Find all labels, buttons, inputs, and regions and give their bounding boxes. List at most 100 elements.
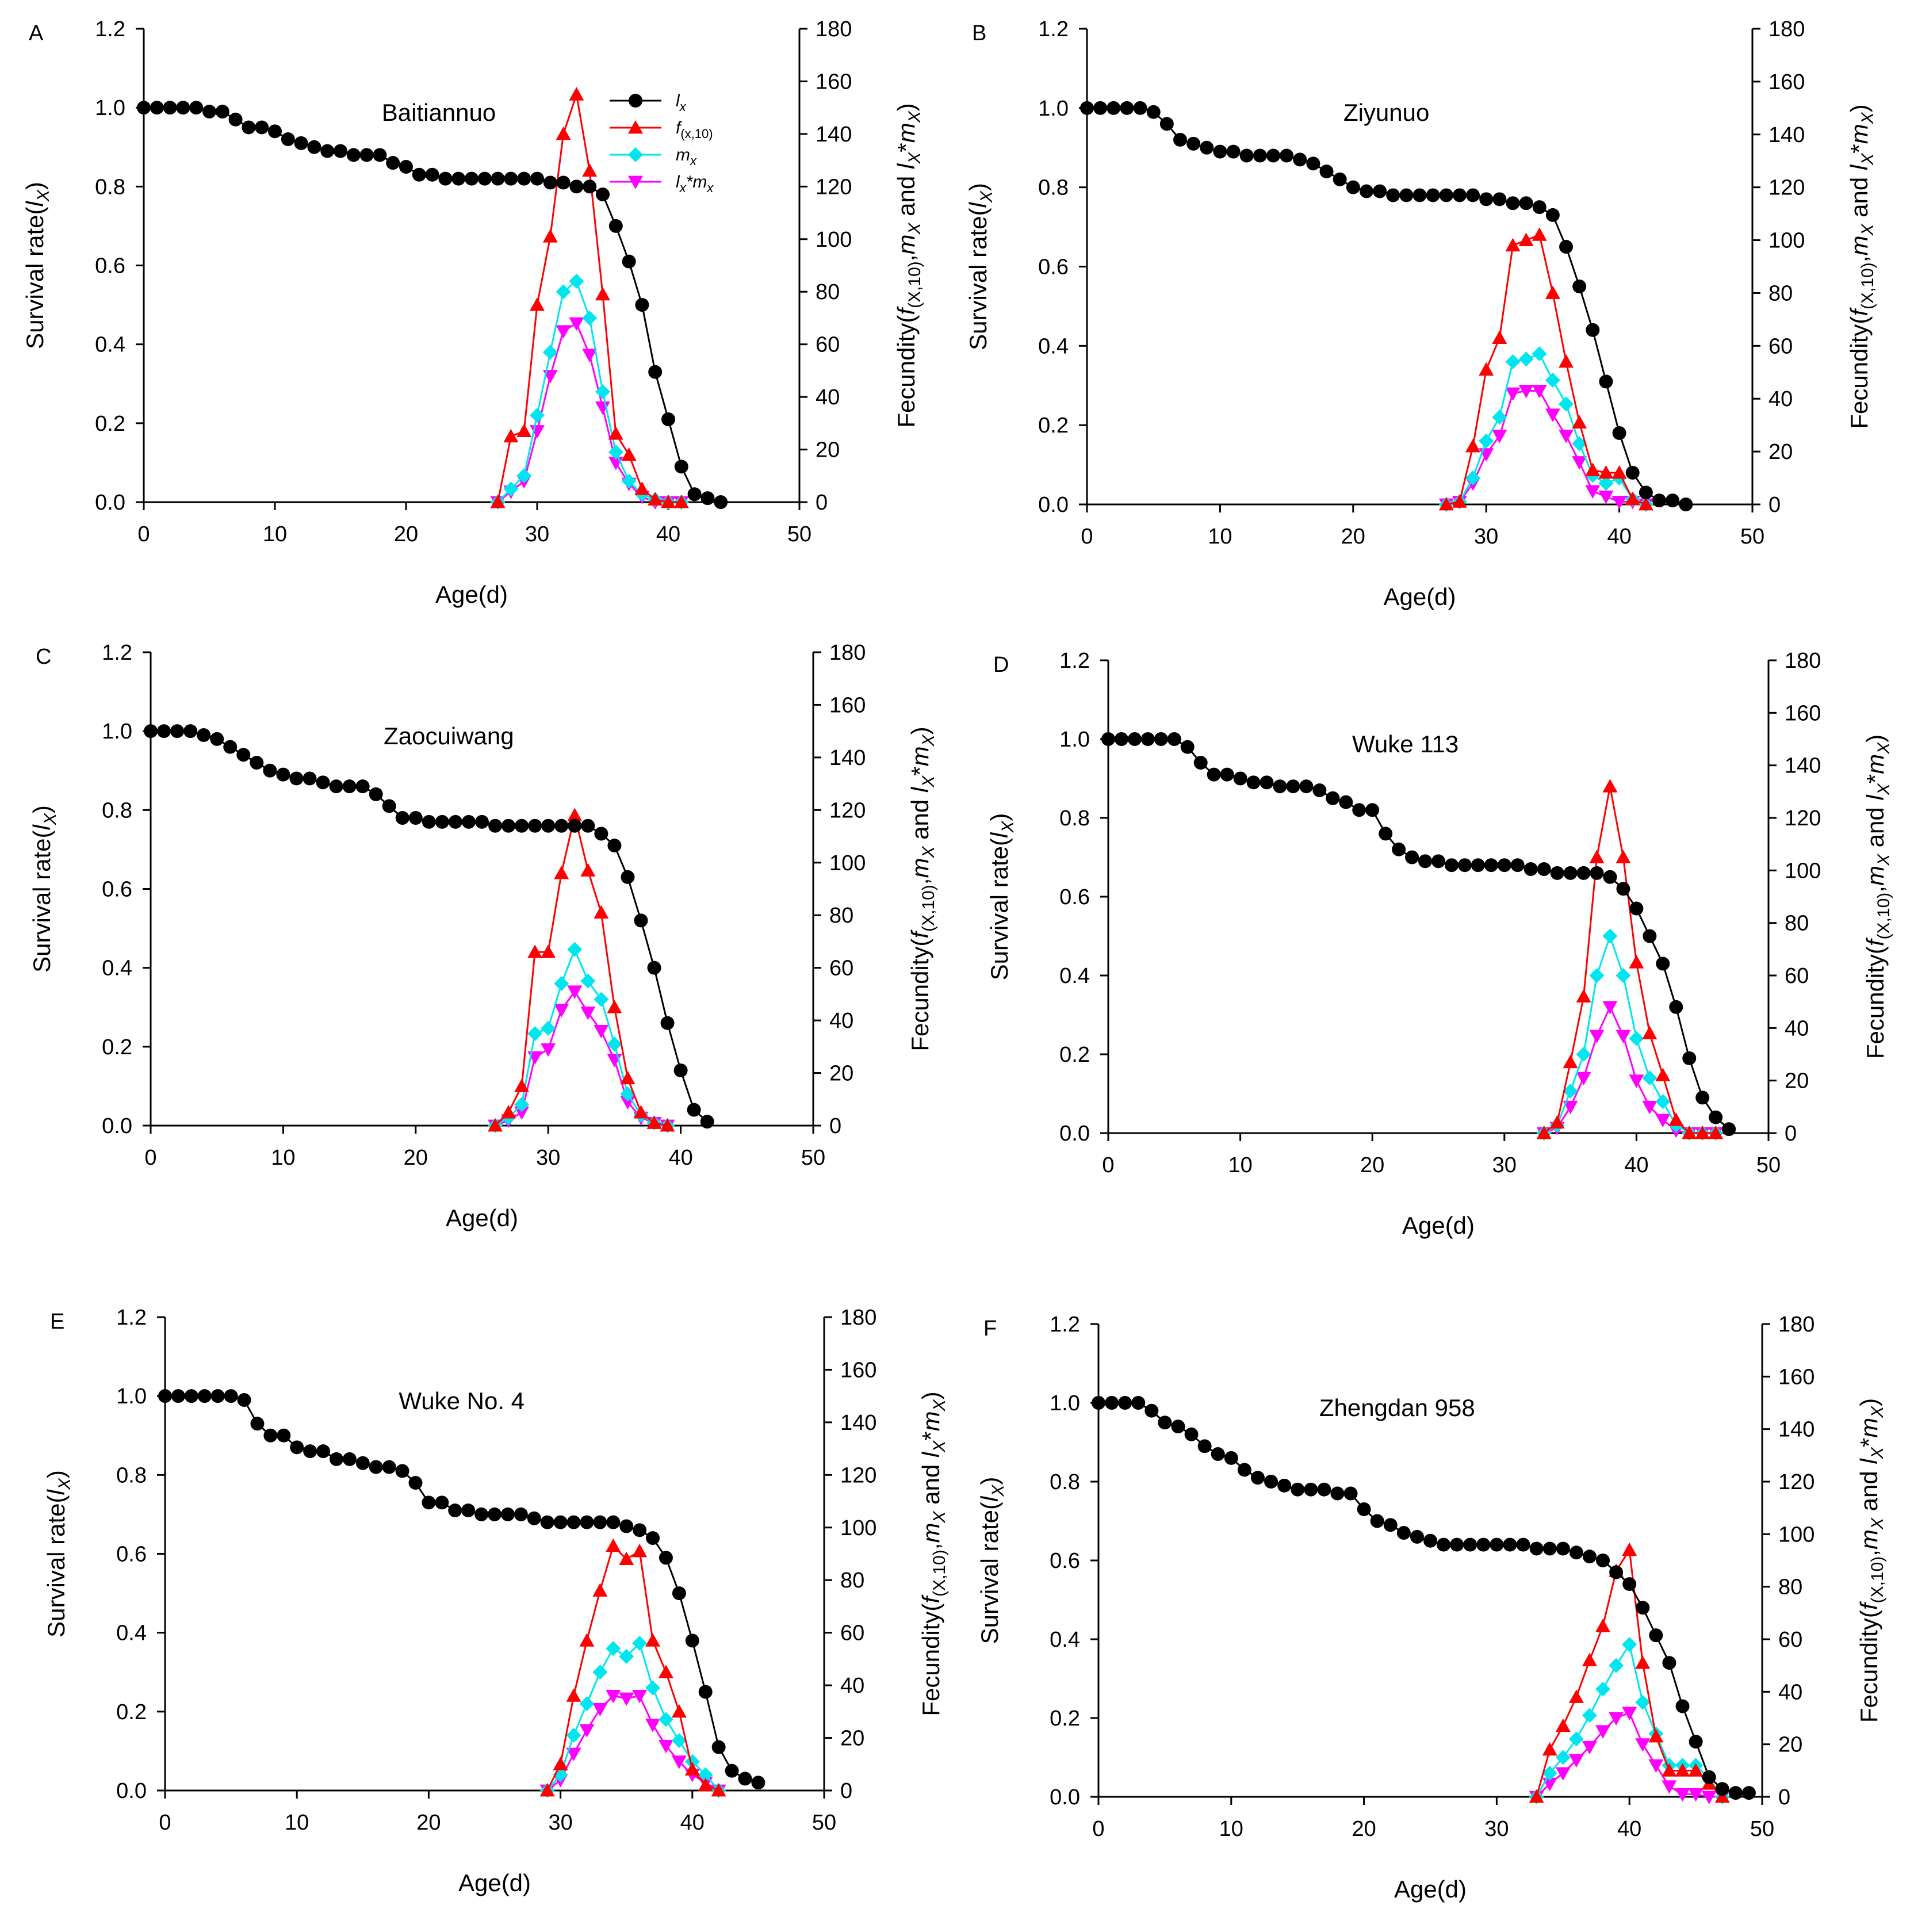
y-left-tick-label: 1.0 <box>95 96 125 120</box>
y-right-tick-label: 40 <box>829 1009 853 1033</box>
data-point-lx <box>303 771 317 786</box>
data-point-lx <box>307 140 321 154</box>
data-point-fx <box>1682 1126 1697 1139</box>
data-point-lx <box>342 1452 357 1466</box>
x-axis-title: Age(d) <box>435 581 508 608</box>
chart-panel-b: B 0 10 20 30 40 50 0.0 0.2 0.4 0.6 0.8 1.0 1.2 0 20 40 60… <box>964 17 1877 610</box>
y-left-tick-label: 0.8 <box>1038 176 1069 200</box>
y-right-tick-label: 40 <box>1778 1680 1802 1704</box>
data-point-lx <box>1154 732 1168 746</box>
data-point-mx <box>542 345 558 360</box>
data-point-lxmx <box>1629 1074 1644 1088</box>
data-point-lx <box>1260 775 1274 790</box>
y-right-tick-label: 120 <box>1785 806 1821 831</box>
data-point-mx <box>595 384 610 399</box>
data-point-lxmx <box>619 1692 634 1706</box>
data-point-lx <box>277 1428 291 1443</box>
data-point-lx <box>303 1444 317 1459</box>
panel-letter: A <box>29 21 44 45</box>
data-point-fx <box>1529 1789 1544 1803</box>
y-right-tick-label: 120 <box>1768 176 1805 200</box>
data-point-lx <box>1304 1482 1318 1497</box>
y-left-axis-title: Survival rate(lX) <box>43 1470 74 1638</box>
data-point-fx <box>1611 465 1627 479</box>
data-point-fx <box>660 1118 675 1132</box>
data-point-lx <box>543 175 557 190</box>
x-tick-label: 10 <box>1228 1153 1252 1177</box>
y-right-tick-label: 160 <box>829 693 866 717</box>
series-lxmx <box>539 1690 726 1798</box>
data-point-lx <box>1379 827 1393 841</box>
data-point-mx <box>658 1712 673 1727</box>
data-point-lx <box>1741 1786 1756 1800</box>
data-point-lx <box>607 839 622 853</box>
data-point-lx <box>1431 854 1445 869</box>
data-point-lx <box>541 818 556 833</box>
y-right-tick-label: 60 <box>829 957 853 981</box>
data-point-lx <box>1159 117 1174 131</box>
data-point-mx <box>1582 1708 1597 1723</box>
x-tick-label: 20 <box>394 522 418 546</box>
data-point-lx <box>184 1389 198 1403</box>
data-point-lx <box>621 870 635 884</box>
data-point-lx <box>474 1507 489 1521</box>
data-point-fx <box>488 1118 503 1132</box>
data-point-lx <box>635 298 649 312</box>
data-point-lx <box>1490 1537 1504 1552</box>
data-point-lx <box>1405 850 1419 864</box>
data-point-lx <box>382 1460 396 1474</box>
data-point-lx <box>580 1515 594 1529</box>
data-point-lx <box>1537 862 1551 877</box>
data-point-mx <box>607 1036 622 1052</box>
y-right-tick-label: 0 <box>816 491 828 515</box>
x-tick-label: 40 <box>1624 1153 1648 1177</box>
data-point-lx <box>568 818 582 833</box>
data-point-lx <box>1550 866 1564 880</box>
data-point-fx <box>661 495 676 508</box>
data-point-mx <box>1609 1658 1624 1673</box>
data-point-lx <box>1529 1541 1544 1556</box>
y-right-tick-label: 160 <box>1768 70 1805 94</box>
y-right-tick-label: 60 <box>1785 964 1809 988</box>
data-point-fx <box>1492 330 1507 344</box>
data-point-lxmx <box>1532 385 1547 399</box>
data-point-fx <box>608 426 623 440</box>
data-point-lxmx <box>1662 1780 1677 1794</box>
panel-letter: B <box>972 21 986 45</box>
y-right-tick-label: 60 <box>1778 1628 1802 1652</box>
data-point-lx <box>435 1495 449 1510</box>
data-point-lxmx <box>1622 1707 1637 1720</box>
y-left-tick-label: 1.2 <box>1050 1313 1080 1337</box>
data-point-lx <box>355 1456 370 1470</box>
data-point-lx <box>1625 465 1640 480</box>
data-point-mx <box>621 473 637 489</box>
data-point-lx <box>1167 732 1181 746</box>
y-left-axis-title: Survival rate(lX) <box>964 183 996 350</box>
legend-marker-lxmx <box>628 175 643 189</box>
data-point-lx <box>659 1551 673 1565</box>
data-point-lx <box>1516 1537 1530 1552</box>
data-point-mx <box>1505 354 1521 369</box>
data-point-lx <box>1636 1601 1650 1615</box>
y-left-tick-label: 0.4 <box>95 333 125 357</box>
legend-marker-fx <box>628 120 643 134</box>
y-right-tick-label: 80 <box>829 904 853 928</box>
data-point-lx <box>1291 1482 1305 1497</box>
data-point-lx <box>422 814 436 829</box>
x-axis-title: Age(d) <box>458 1869 531 1896</box>
data-point-lx <box>1603 870 1617 884</box>
data-point-mx <box>1542 1765 1557 1781</box>
data-point-fx <box>1563 1054 1578 1069</box>
data-point-fx <box>1545 285 1560 299</box>
y-left-tick-label: 0.2 <box>1050 1707 1080 1731</box>
data-point-fx <box>1629 955 1644 969</box>
legend-marker-mx <box>628 147 643 162</box>
data-point-fx <box>541 944 556 958</box>
y-left-tick-label: 0.8 <box>95 175 125 199</box>
data-point-lx <box>1599 374 1613 389</box>
data-point-lx <box>412 167 426 182</box>
data-point-lx <box>137 101 151 115</box>
data-point-lxmx <box>632 1690 648 1704</box>
data-point-fx <box>595 286 610 301</box>
data-point-mx <box>569 273 584 289</box>
